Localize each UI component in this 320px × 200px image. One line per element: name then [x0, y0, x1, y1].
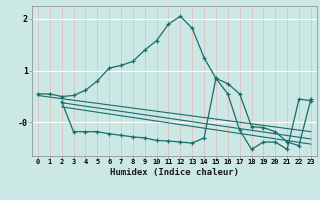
X-axis label: Humidex (Indice chaleur): Humidex (Indice chaleur): [110, 168, 239, 177]
